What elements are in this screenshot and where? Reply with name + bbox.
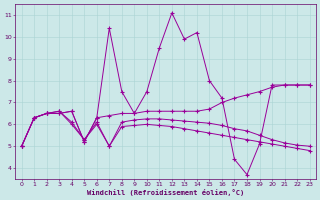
X-axis label: Windchill (Refroidissement éolien,°C): Windchill (Refroidissement éolien,°C) (87, 189, 244, 196)
